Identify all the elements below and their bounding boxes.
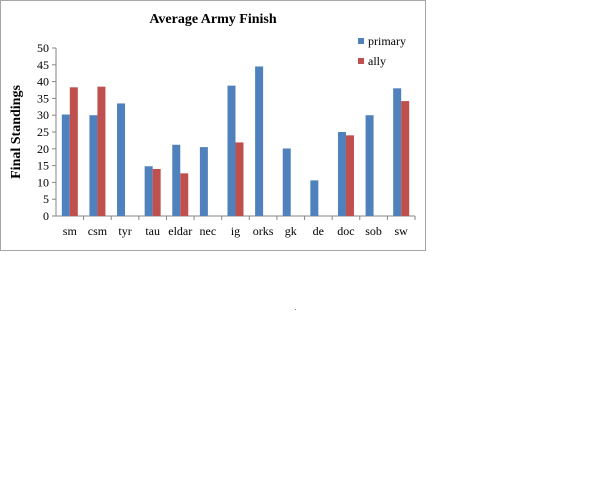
legend-swatch-ally <box>358 58 364 64</box>
x-tick-label: orks <box>253 224 274 238</box>
y-tick-label: 10 <box>37 175 49 189</box>
bar-primary-gk <box>282 148 291 216</box>
bar-primary-nec <box>199 147 208 216</box>
legend-label-primary: primary <box>368 34 406 48</box>
bar-ally-doc <box>345 135 354 216</box>
bar-primary-sm <box>61 114 70 216</box>
bar-primary-eldar <box>172 144 181 216</box>
bar-primary-orks <box>255 66 264 216</box>
y-tick-label: 15 <box>37 159 49 173</box>
x-tick-label: ig <box>231 224 240 238</box>
y-tick-label: 30 <box>37 108 49 122</box>
y-tick-label: 0 <box>43 209 49 223</box>
bar-ally-sw <box>401 101 410 216</box>
y-tick-label: 35 <box>37 91 49 105</box>
legend: primary ally <box>358 34 406 68</box>
x-tick-label: tau <box>145 224 160 238</box>
bar-ally-ig <box>235 142 244 216</box>
bar-primary-csm <box>89 115 98 216</box>
chart-frame: Average Army Finish Final Standings 0 5 10… <box>0 0 426 251</box>
bar-primary-doc <box>337 132 346 216</box>
bar-ally-sm <box>69 87 78 216</box>
x-tick-label: sm <box>63 224 78 238</box>
bar-primary-sob <box>365 115 374 216</box>
x-tick-label: nec <box>200 224 217 238</box>
bar-primary-de <box>310 180 319 216</box>
bar-ally-csm <box>97 86 106 216</box>
bar-ally-eldar <box>180 173 189 216</box>
y-tick-label: 50 <box>37 41 49 55</box>
x-tick-label: doc <box>337 224 354 238</box>
bar-primary-ig <box>227 85 236 216</box>
y-tick-label: 5 <box>43 192 49 206</box>
x-tick-label: eldar <box>168 224 192 238</box>
bar-primary-sw <box>393 88 402 216</box>
y-tick-label: 25 <box>37 125 49 139</box>
x-tick-label: csm <box>88 224 108 238</box>
bar-primary-tau <box>144 166 153 216</box>
chart-title: Average Army Finish <box>149 12 276 27</box>
legend-swatch-primary <box>358 38 364 44</box>
x-tick-label: gk <box>285 224 297 238</box>
y-tick-label: 40 <box>37 75 49 89</box>
x-tick-label: sob <box>365 224 382 238</box>
x-tick-label: tyr <box>118 224 131 238</box>
bar-chart: Average Army Finish Final Standings 0 5 10… <box>9 12 416 238</box>
y-tick-label: 45 <box>37 58 49 72</box>
legend-label-ally: ally <box>368 54 386 68</box>
bar-primary-tyr <box>117 103 126 216</box>
x-tick-label: de <box>313 224 324 238</box>
x-tick-label: sw <box>395 224 409 238</box>
plot-area: 0 5 10 15 20 25 30 35 40 45 50 sm csm tyr tau eldar nec i… <box>37 41 416 238</box>
bar-ally-tau <box>152 168 161 216</box>
y-axis-label: Final Standings <box>9 85 24 179</box>
y-tick-label: 20 <box>37 142 49 156</box>
stray-dot <box>295 309 296 310</box>
